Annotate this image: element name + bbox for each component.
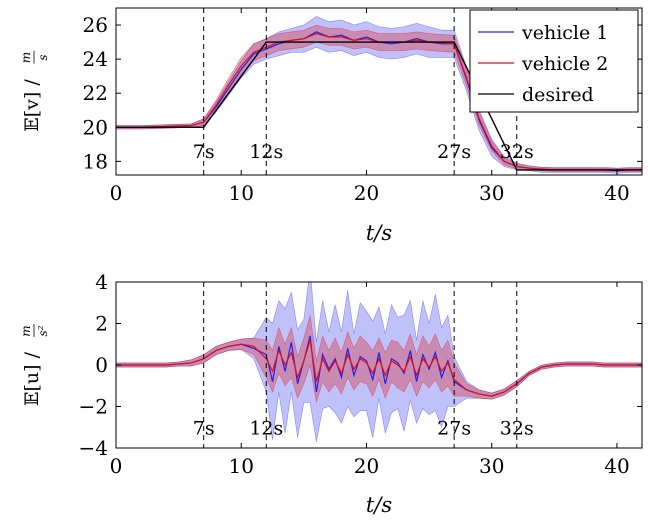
annotation-12s: 12s [249, 141, 283, 163]
y-axis-label: 𝔼[u] / m s² [19, 324, 50, 406]
annotation-7s: 7s [193, 141, 215, 163]
plot-area [116, 270, 642, 442]
y-axis-label-main: 𝔼[u] / [21, 351, 43, 406]
y-axis-label-num: m [19, 325, 33, 336]
x-tick-label: 0 [110, 181, 123, 205]
legend-label: desired [522, 84, 594, 106]
legend: vehicle 1 vehicle 2 desired [470, 10, 638, 112]
y-axis-label-num: m [19, 52, 33, 63]
y-tick-label: 2 [95, 312, 108, 336]
legend-label: vehicle 1 [521, 22, 608, 44]
x-tick-label: 40 [604, 454, 629, 478]
x-tick-label: 30 [479, 181, 504, 205]
annotation-27s: 27s [437, 141, 471, 163]
y-tick-label: 4 [95, 270, 108, 294]
y-tick-label: −2 [79, 395, 108, 419]
annotation-7s: 7s [193, 417, 215, 439]
y-axis-label-main: 𝔼[v] / [21, 79, 43, 132]
y-tick-label: 24 [83, 47, 108, 71]
acceleration-chart: 7s 12s 27s 32s 0 10 20 30 40 −4 −2 0 2 4 t/s 𝔼[u] / m s² [19, 270, 642, 517]
x-axis-label: t/s [366, 221, 393, 245]
y-tick-label: 20 [83, 115, 108, 139]
annotation-32s: 32s [500, 141, 534, 163]
y-tick-label: 26 [83, 13, 108, 37]
x-tick-label: 30 [479, 454, 504, 478]
y-axis-label-den: s² [36, 325, 50, 336]
x-tick-label: 40 [604, 181, 629, 205]
x-tick-label: 10 [229, 181, 254, 205]
annotation-32s: 32s [500, 417, 534, 439]
x-tick-label: 0 [110, 454, 123, 478]
y-tick-label: 0 [95, 353, 108, 377]
x-tick-label: 10 [229, 454, 254, 478]
x-tick-label: 20 [354, 454, 379, 478]
legend-label: vehicle 2 [521, 53, 608, 75]
x-axis-label: t/s [366, 493, 393, 517]
x-tick-label: 20 [354, 181, 379, 205]
annotation-12s: 12s [249, 417, 283, 439]
annotation-27s: 27s [437, 417, 471, 439]
y-tick-label: 18 [83, 149, 108, 173]
y-axis-label-den: s [36, 54, 50, 60]
velocity-chart: 7s 12s 27s 32s 0 10 20 30 40 18 20 22 24 26 t/s 𝔼[v] / … [19, 8, 642, 245]
y-tick-label: −4 [79, 436, 108, 460]
y-tick-label: 22 [83, 81, 108, 105]
